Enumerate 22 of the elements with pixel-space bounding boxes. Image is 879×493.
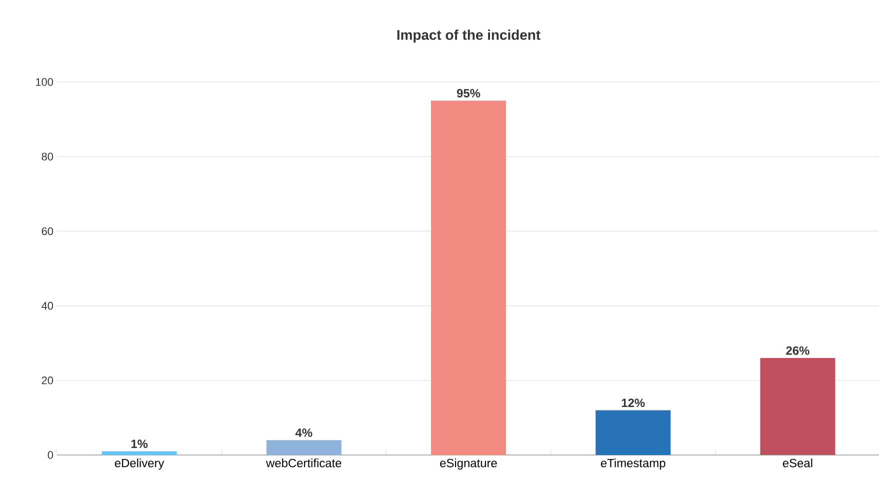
x-tick-label: webCertificate (266, 458, 342, 468)
x-tick-label: eTimestamp (600, 458, 666, 470)
x-tick-label: eSignature (440, 458, 497, 470)
chart-title: Impact of the incident (397, 30, 540, 43)
data-label: 95% (456, 88, 480, 98)
data-label: 4% (295, 428, 312, 437)
bar (760, 358, 836, 455)
bar (266, 440, 342, 455)
bar (102, 451, 177, 455)
bar (596, 410, 671, 455)
y-tick-label: 40 (42, 302, 54, 310)
x-tick-label: eDelivery (114, 458, 164, 470)
y-tick-label: 0 (48, 451, 54, 459)
y-tick-label: 100 (36, 78, 54, 86)
data-label: 26% (786, 346, 810, 355)
x-tick-label: eSeal (782, 458, 812, 468)
y-tick-label: 60 (42, 227, 54, 236)
y-tick-label: 20 (42, 376, 54, 384)
data-label: 1% (131, 440, 148, 448)
bar (431, 100, 506, 455)
y-tick-label: 80 (42, 152, 54, 160)
data-label: 12% (622, 398, 645, 408)
